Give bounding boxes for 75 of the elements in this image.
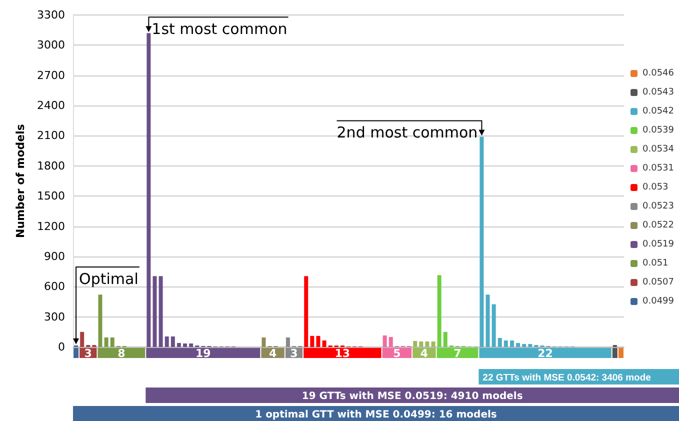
annotation: 5 <box>393 347 401 360</box>
legend-label: 0.0522 <box>642 220 674 230</box>
y-tick-label: 0 <box>58 340 65 354</box>
annotation: 22 <box>538 347 553 360</box>
bar <box>413 340 418 347</box>
annotation: 2nd most common <box>336 124 478 142</box>
bar <box>322 340 326 347</box>
bar <box>152 276 157 347</box>
legend-label: 0.0499 <box>642 296 674 306</box>
text: 19 GTTs with MSE 0.0519: 4910 models <box>302 391 523 402</box>
y-tick-label: 2700 <box>37 68 65 82</box>
legend-label: 0.0523 <box>642 202 674 212</box>
bar <box>443 332 448 347</box>
legend-label: 0.051 <box>642 258 668 268</box>
bar <box>419 341 424 347</box>
bar <box>528 344 532 347</box>
bar <box>316 336 320 347</box>
bar <box>110 337 114 347</box>
bar <box>425 341 430 347</box>
bar <box>164 336 169 347</box>
y-tick-label: 2400 <box>37 99 65 112</box>
bar <box>522 344 526 347</box>
bar <box>510 340 514 347</box>
annotation: 7 <box>454 347 462 360</box>
bar <box>388 336 393 347</box>
bar <box>170 336 175 347</box>
bar <box>98 294 102 347</box>
annotation: 1st most common <box>152 20 288 38</box>
bar <box>382 335 387 347</box>
bar <box>176 342 181 347</box>
bar <box>310 336 314 347</box>
legend-label: 0.0542 <box>642 106 674 116</box>
bar <box>437 275 442 347</box>
annotation: 3 <box>84 347 92 360</box>
y-tick-label: 1800 <box>37 159 65 172</box>
y-tick-label: 1500 <box>37 190 65 203</box>
legend-label: 0.0543 <box>642 88 674 98</box>
annotation: 4 <box>420 347 428 360</box>
annotation: 4 <box>268 347 277 360</box>
bar <box>492 304 496 347</box>
text: 1 optimal GTT with MSE 0.0499: 16 models <box>255 410 497 420</box>
legend-label: 0.0519 <box>642 240 674 250</box>
legend-label: 0.0546 <box>642 68 674 78</box>
legend-label: 0.0539 <box>642 126 674 136</box>
y-tick-label: 600 <box>44 280 65 294</box>
y-axis-title: Number of models <box>14 124 28 238</box>
legend-label: 0.0507 <box>642 278 674 288</box>
annotation: 8 <box>118 347 126 360</box>
annotation: 19 <box>196 347 211 360</box>
legend-label: 0.0531 <box>642 164 674 174</box>
y-tick-label: 2100 <box>37 129 65 142</box>
y-tick-label: 300 <box>44 310 65 324</box>
y-tick-label: 900 <box>44 250 65 263</box>
bar <box>262 337 266 347</box>
bar <box>286 337 290 347</box>
y-tick-label: 3300 <box>37 8 65 22</box>
y-tick-label: 3000 <box>37 38 65 52</box>
bar <box>183 343 188 347</box>
text: 22 GTTs with MSE 0.0542: 3406 mode <box>482 372 651 384</box>
legend-label: 0.0534 <box>642 144 674 154</box>
bar <box>498 338 502 347</box>
legend-label: 0.053 <box>642 182 668 192</box>
bar <box>516 342 520 347</box>
y-tick-label: 1200 <box>37 220 65 233</box>
bar <box>504 340 508 347</box>
bar <box>304 276 308 347</box>
bar <box>431 341 436 347</box>
bar <box>486 294 490 347</box>
bar <box>189 343 194 347</box>
annotation: 3 <box>290 347 298 360</box>
bar <box>158 276 163 347</box>
bar <box>80 332 84 347</box>
annotation: 13 <box>334 347 350 360</box>
bar <box>104 337 108 347</box>
annotation: Optimal <box>79 270 138 288</box>
